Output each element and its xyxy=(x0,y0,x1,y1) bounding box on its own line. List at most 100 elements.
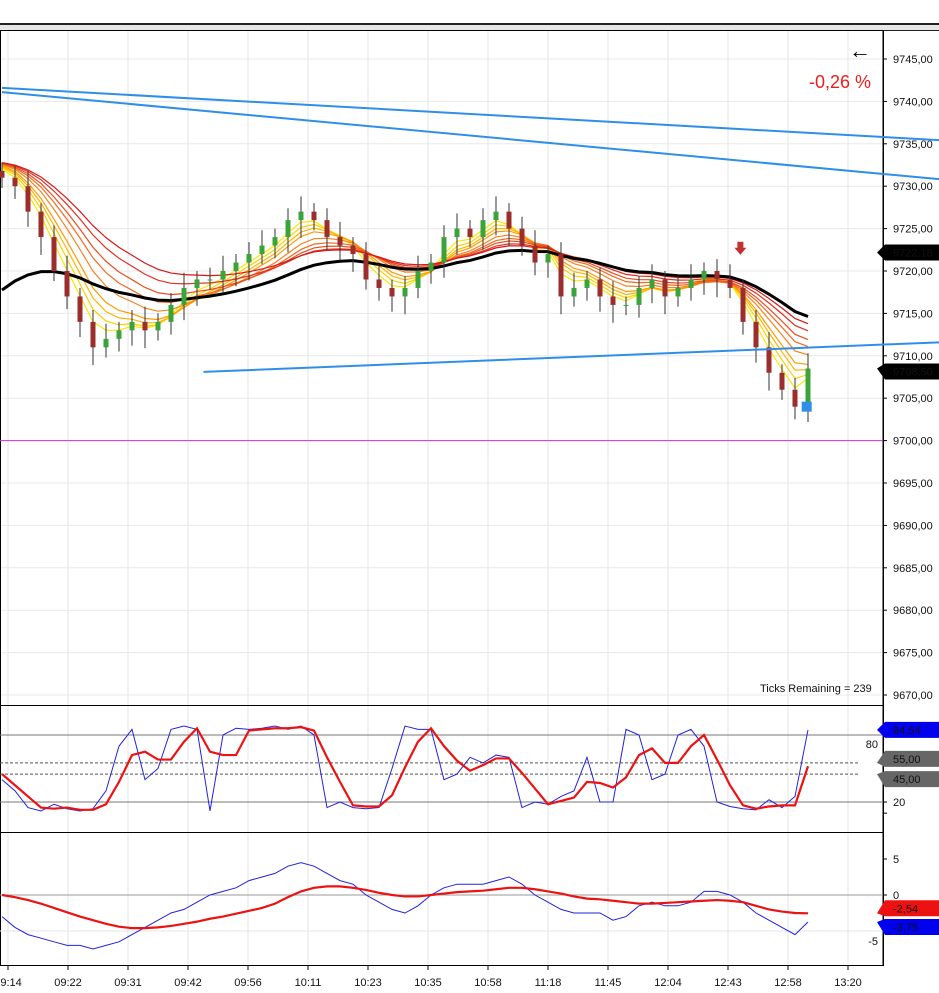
candle-body xyxy=(298,211,304,221)
candle-body xyxy=(740,287,746,322)
ma-ribbon-line xyxy=(1,167,809,380)
ma-ribbon-line xyxy=(1,162,809,332)
candle-body xyxy=(25,186,31,212)
candle-body xyxy=(519,228,525,246)
candle-body xyxy=(584,279,590,288)
candle-body xyxy=(610,296,616,305)
stoch-tag-label: 84,54 xyxy=(893,725,921,737)
time-label: 09:22 xyxy=(54,977,82,989)
candle-body xyxy=(12,177,18,187)
candle-body xyxy=(311,211,317,221)
candle-body xyxy=(415,271,421,288)
candle-body xyxy=(467,228,473,238)
price-label: 9740,00 xyxy=(893,96,933,108)
candle-body xyxy=(636,287,642,305)
momentum-tag xyxy=(877,900,939,917)
price-label: 9730,00 xyxy=(893,181,933,193)
candle-body xyxy=(727,279,733,288)
price-tag xyxy=(877,363,939,380)
time-label: 09:42 xyxy=(174,977,202,989)
candle-body xyxy=(441,237,447,263)
candle-body xyxy=(597,279,603,297)
candle-body xyxy=(532,245,538,263)
time-label: 11:18 xyxy=(535,977,562,989)
candle-body xyxy=(116,330,122,339)
price-label: 9695,00 xyxy=(893,478,933,490)
candle-body xyxy=(220,271,226,280)
time-label: 10:35 xyxy=(414,977,442,989)
price-tag xyxy=(877,244,939,261)
time-label: 09:56 xyxy=(234,977,262,989)
candle-body xyxy=(207,279,213,281)
momentum-axis-label: 5 xyxy=(893,854,899,866)
momentum-tag-label: -2,54 xyxy=(893,903,918,915)
trendline xyxy=(203,341,939,373)
momentum-axis-label: 0 xyxy=(893,890,899,902)
candle-body xyxy=(350,245,356,255)
ma-ribbon-line xyxy=(1,162,809,341)
momentum-slow-line xyxy=(1,885,809,930)
candle-body xyxy=(493,211,499,221)
price-label: 9680,00 xyxy=(893,605,933,617)
candle-body xyxy=(51,237,57,271)
stoch-d-line xyxy=(1,726,810,811)
candle-body xyxy=(194,279,200,288)
candle-body xyxy=(714,271,720,280)
candle-body xyxy=(805,368,811,407)
time-label: 10:23 xyxy=(354,977,382,989)
time-label: 11:45 xyxy=(595,977,622,989)
price-label: 9670,00 xyxy=(893,690,933,702)
price-tag-label: 9708,50 xyxy=(893,367,933,379)
ma-ribbon-line xyxy=(1,163,809,348)
candle-body xyxy=(64,271,70,297)
candle-body xyxy=(545,254,551,263)
stoch-tag-label: 55,00 xyxy=(893,754,921,766)
candle-body xyxy=(0,170,5,178)
change-percent: -0,26 % xyxy=(808,72,871,92)
candle-body xyxy=(454,228,460,238)
candle-body xyxy=(701,271,707,280)
time-label: 13:20 xyxy=(834,977,862,989)
price-label: 9715,00 xyxy=(893,308,933,320)
time-label: 12:58 xyxy=(774,977,802,989)
stoch-k-line xyxy=(1,725,809,812)
candle-body xyxy=(38,211,44,238)
candle-body xyxy=(571,287,577,297)
momentum-tag-label: -3,75 xyxy=(893,922,918,934)
candle-body xyxy=(402,287,408,297)
candle-body xyxy=(675,287,681,297)
price-label: 9700,00 xyxy=(893,436,933,448)
stoch-tag xyxy=(877,750,939,767)
long-ma-line xyxy=(1,248,809,318)
price-label: 9735,00 xyxy=(893,139,933,151)
candle-body xyxy=(324,220,330,238)
candle-body xyxy=(649,279,655,288)
price-label: 9745,00 xyxy=(893,54,933,66)
candle-body xyxy=(272,237,278,246)
buy-square-icon xyxy=(801,401,812,412)
candle-body xyxy=(753,321,759,348)
stoch-tag xyxy=(877,771,939,788)
candle-body xyxy=(155,321,161,331)
candle-body xyxy=(337,237,343,246)
ma-ribbon-line xyxy=(1,161,809,325)
panel-frame xyxy=(0,705,884,833)
candle-body xyxy=(363,254,369,280)
stoch-axis-label: 20 xyxy=(893,797,905,809)
price-label: 9720,00 xyxy=(893,266,933,278)
arrow-left-icon[interactable]: ← xyxy=(849,38,871,63)
time-label: 10:58 xyxy=(474,977,502,989)
candle-body xyxy=(428,262,434,271)
candle-body xyxy=(233,262,239,271)
candle-body xyxy=(181,287,187,305)
candle-body xyxy=(623,304,629,306)
time-label: 12:43 xyxy=(714,977,742,989)
candle-body xyxy=(389,287,395,297)
candle-body xyxy=(142,321,148,331)
candle-body xyxy=(792,389,798,407)
price-tag-label: 9722,18 xyxy=(893,248,933,260)
trendline xyxy=(1,86,939,142)
candle-body xyxy=(506,211,512,229)
candle-body xyxy=(662,279,668,297)
